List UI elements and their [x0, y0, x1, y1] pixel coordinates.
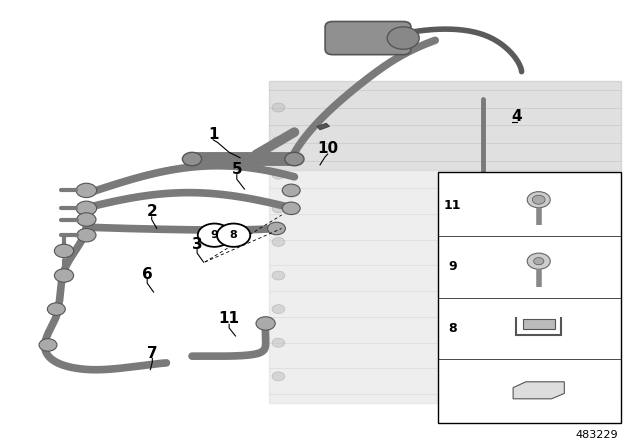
- Circle shape: [285, 152, 304, 166]
- Circle shape: [282, 202, 300, 215]
- Circle shape: [282, 184, 300, 197]
- Circle shape: [39, 339, 57, 351]
- Polygon shape: [513, 382, 564, 399]
- Circle shape: [76, 201, 97, 215]
- Text: 5: 5: [232, 162, 242, 177]
- Text: 9: 9: [448, 260, 457, 273]
- Circle shape: [268, 222, 285, 235]
- Circle shape: [387, 27, 419, 49]
- Circle shape: [77, 228, 96, 242]
- Circle shape: [54, 244, 74, 258]
- Polygon shape: [269, 81, 621, 170]
- Circle shape: [76, 183, 97, 198]
- Polygon shape: [317, 123, 330, 130]
- Circle shape: [272, 103, 285, 112]
- FancyBboxPatch shape: [325, 22, 411, 55]
- Circle shape: [217, 224, 250, 247]
- Text: 3: 3: [192, 237, 202, 252]
- Circle shape: [77, 213, 96, 226]
- Text: 11: 11: [219, 311, 239, 327]
- Circle shape: [272, 237, 285, 246]
- Text: 483229: 483229: [575, 430, 618, 440]
- Text: 1: 1: [208, 127, 218, 142]
- Bar: [523, 319, 555, 329]
- Circle shape: [198, 224, 231, 247]
- Circle shape: [534, 258, 544, 265]
- Circle shape: [47, 303, 65, 315]
- Text: 8: 8: [448, 322, 457, 335]
- Circle shape: [527, 192, 550, 208]
- Circle shape: [272, 170, 285, 179]
- Text: 7: 7: [147, 345, 157, 361]
- Circle shape: [272, 338, 285, 347]
- Circle shape: [272, 271, 285, 280]
- Polygon shape: [269, 81, 621, 403]
- Circle shape: [272, 305, 285, 314]
- Text: 2: 2: [147, 204, 157, 219]
- Text: 11: 11: [444, 198, 461, 211]
- Circle shape: [272, 204, 285, 213]
- Text: 6: 6: [142, 267, 152, 282]
- Circle shape: [527, 253, 550, 269]
- Circle shape: [256, 317, 275, 330]
- Text: 8: 8: [230, 230, 237, 240]
- Text: 10: 10: [317, 141, 339, 156]
- Circle shape: [54, 269, 74, 282]
- Text: 9: 9: [211, 230, 218, 240]
- Circle shape: [182, 152, 202, 166]
- Circle shape: [272, 372, 285, 381]
- Circle shape: [532, 195, 545, 204]
- Bar: [438, 172, 621, 423]
- Text: 4: 4: [512, 109, 522, 124]
- Circle shape: [272, 137, 285, 146]
